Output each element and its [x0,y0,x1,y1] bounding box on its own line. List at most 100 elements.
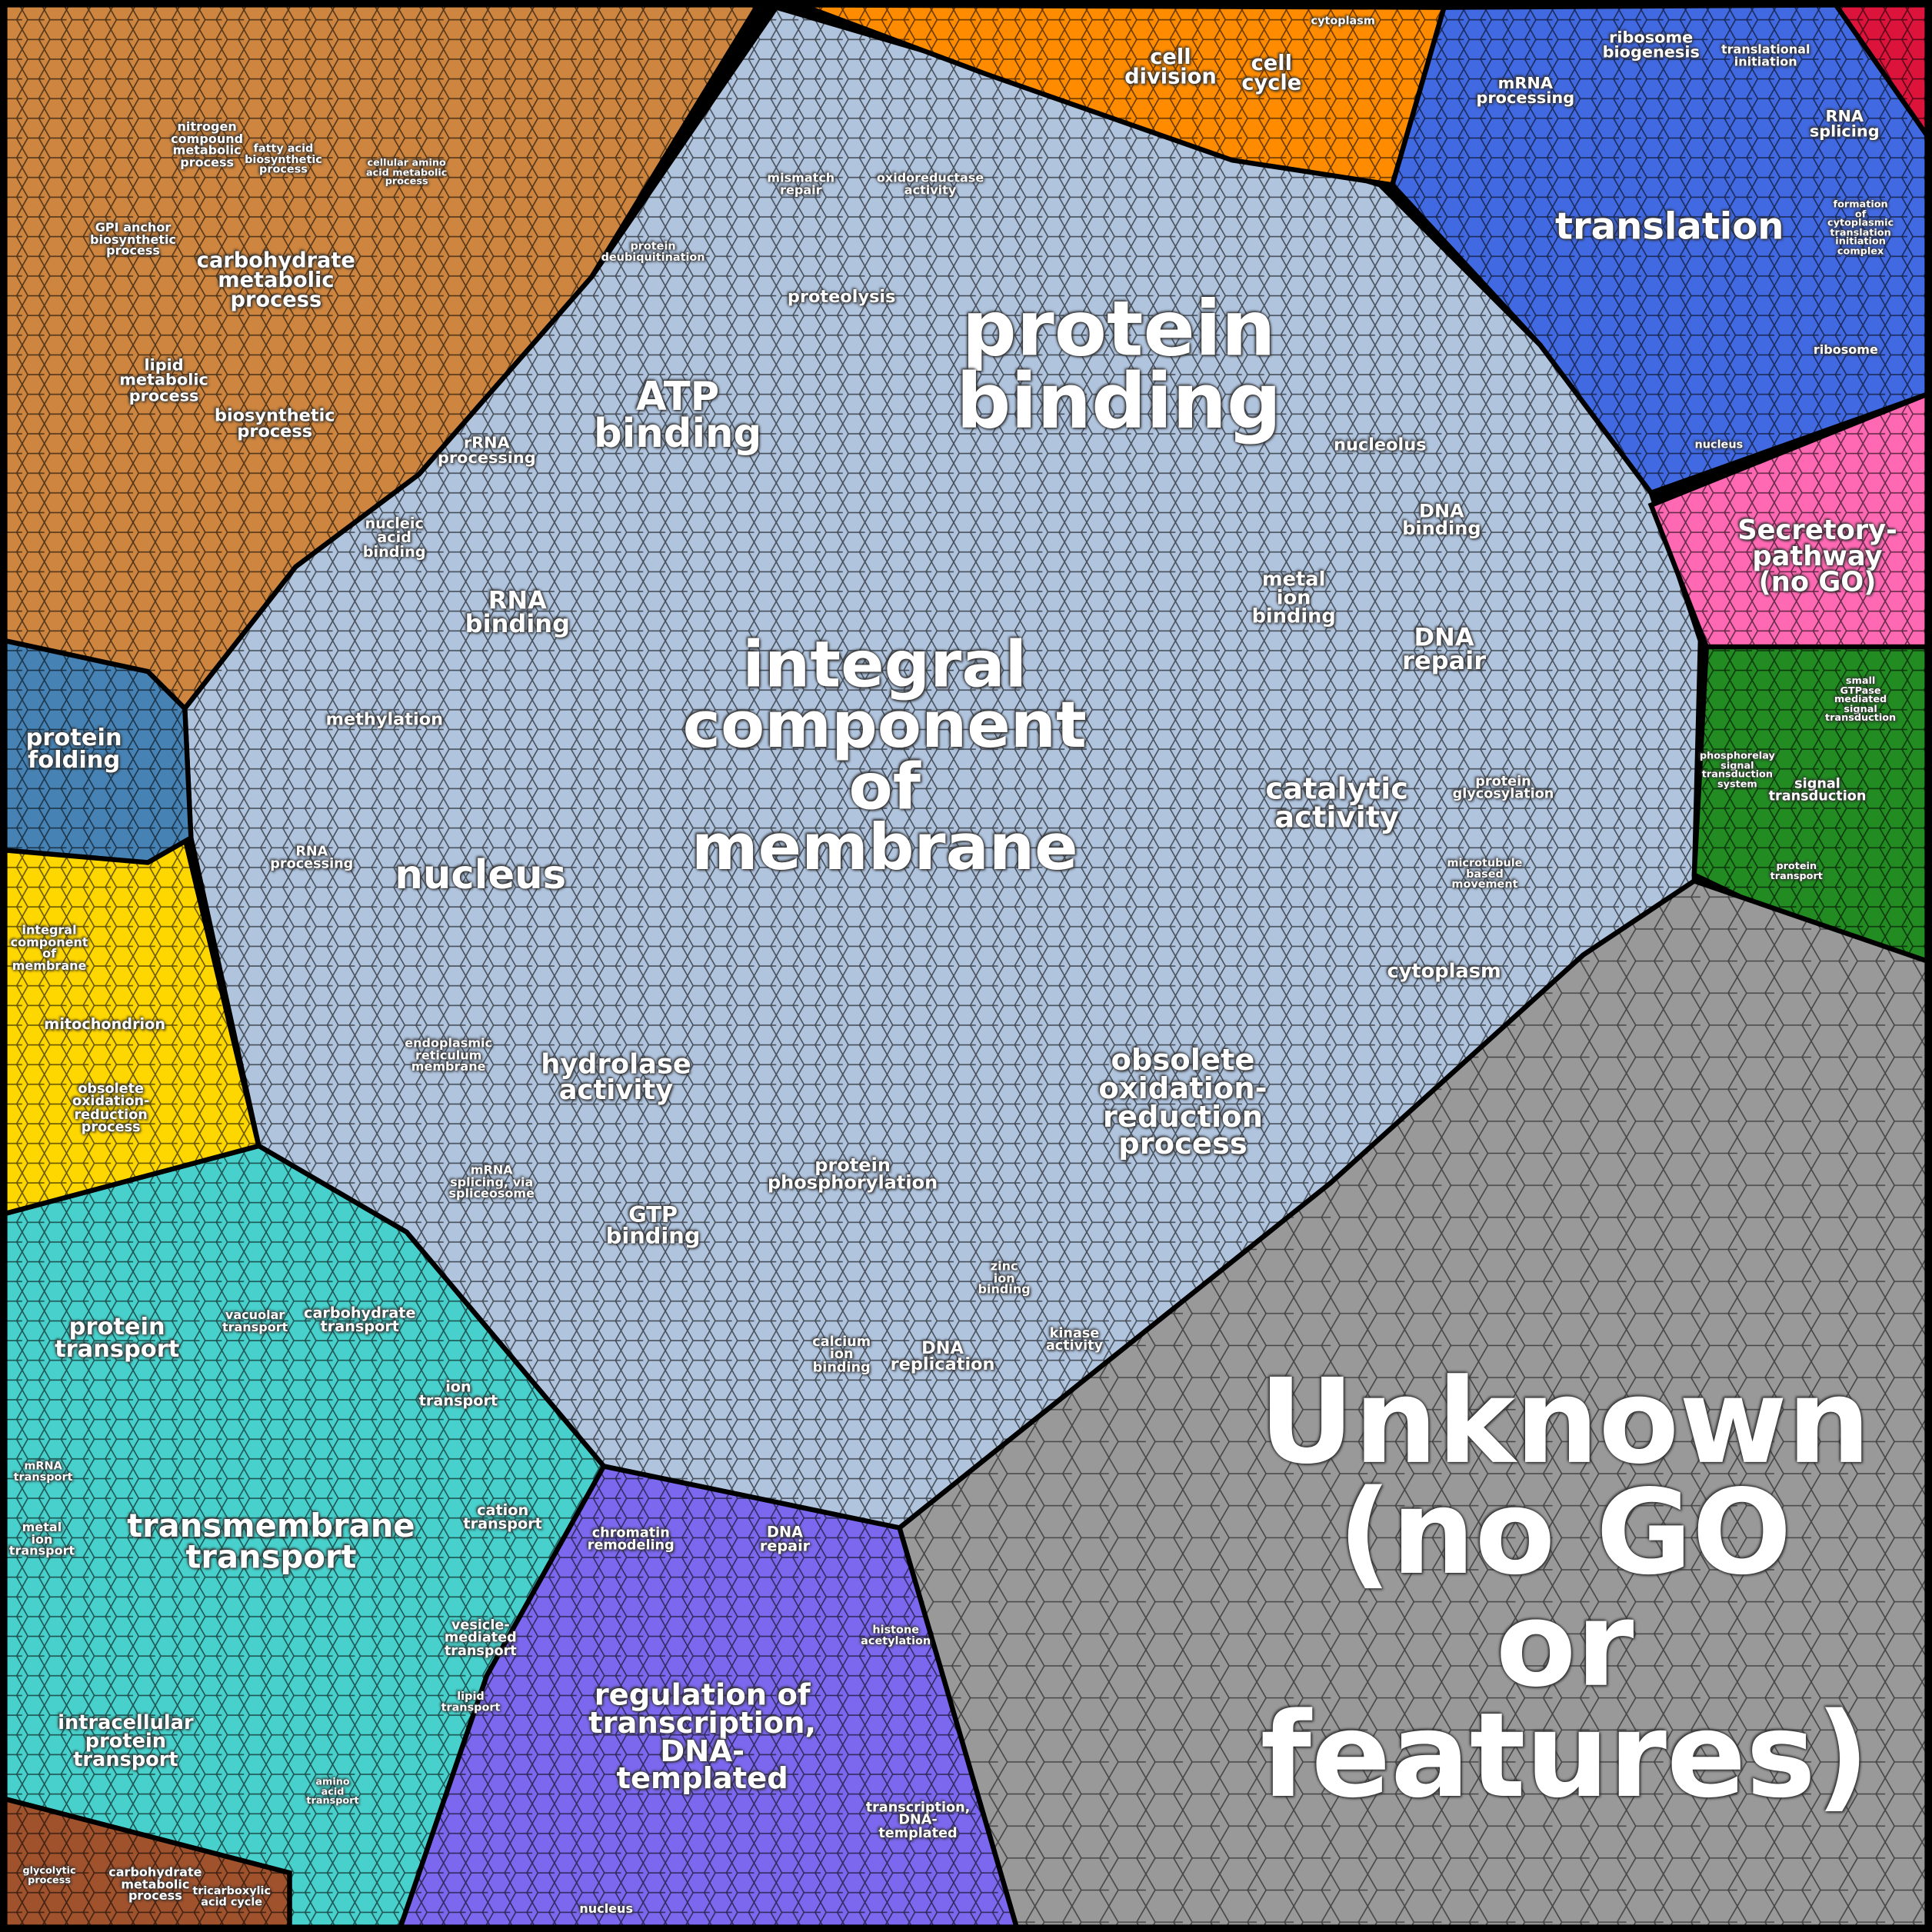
category-label: nitrogen compound metabolic process [171,120,244,170]
category-label: carbohydrate metabolic process [108,1866,202,1904]
region-protein-folding [2,638,194,865]
category-label: ATP binding [594,372,762,458]
cell-texture [801,5,1444,185]
region-energy-metabolism [2,1795,292,1930]
category-label: formation of cytoplasmic translation ini… [1827,198,1894,257]
category-label: metal ion transport [8,1521,75,1559]
category-label: cellular amino acid metabolic process [365,157,448,188]
category-label: lipid metabolic process [119,356,208,406]
category-label: integral component of membrane [682,628,1087,885]
category-label: small GTPase mediated signal transductio… [1824,675,1897,724]
region-transcription [397,1463,1020,1930]
category-label: cell division [1124,45,1217,90]
category-label: fatty acid biosynthetic process [245,143,322,177]
category-label: regulation of transcription, DNA- templa… [588,1677,817,1797]
category-label: translation [1554,205,1784,249]
category-label: RNA processing [270,843,354,873]
cell-texture [5,641,192,863]
category-label: kinase activity [1045,1325,1104,1354]
category-label: mRNA processing [1476,75,1575,108]
category-label: protein glycosylation [1452,773,1554,802]
category-label: mRNA transport [13,1461,73,1484]
category-label: glycolytic process [22,1864,76,1886]
category-label: protein folding [25,724,122,774]
cell-texture [1392,5,1927,493]
category-label: phosphorelay signal transduction system [1699,750,1775,790]
category-label: translational initiation [1720,43,1810,69]
category-label: protein transport [55,1313,180,1363]
category-label: cell cycle [1241,52,1302,96]
category-label: carbohydrate transport [304,1304,416,1336]
category-label: cytoplasm [1311,15,1375,28]
cell-texture [1694,647,1927,961]
category-label: tricarboxylic acid cycle [192,1885,271,1909]
category-label: ribosome [1813,344,1878,358]
category-label: Secretory- pathway (no GO) [1737,515,1897,598]
category-label: protein phosphorylation [767,1154,938,1194]
category-label: GPI anchor biosynthetic process [90,221,176,259]
category-label: integral component of membrane [10,924,88,973]
region-border [1830,2,1930,144]
category-label: carbohydrate metabolic process [196,248,355,314]
category-label: microtubule based movement [1447,858,1523,891]
category-label: histone acetylation [861,1624,931,1647]
category-label: cytoplasm [1387,959,1501,983]
category-label: DNA replication [890,1338,995,1375]
category-label: mismatch repair [767,172,835,198]
cell-texture [899,881,1927,1927]
cell-texture [5,1145,604,1927]
category-label: intracellular protein transport [58,1710,194,1772]
cell-texture [5,838,259,1214]
category-label: DNA repair [1402,622,1487,675]
category-label: DNA repair [759,1524,811,1555]
category-label: endoplasmic reticulum membrane [405,1037,493,1074]
cell-texture [5,1798,290,1927]
cell-texture [185,7,1700,1528]
region-cell-cycle [800,2,1447,188]
region-border [2,638,194,865]
category-label: obsolete oxidation- reduction process [1098,1042,1267,1162]
category-label: protein transport [1770,860,1823,881]
category-label: Unknown (no GO or features) [1259,1354,1871,1824]
category-label: vacuolar transport [222,1309,288,1335]
region-transport [2,1143,607,1930]
category-label: chromatin remodeling [587,1524,675,1554]
category-label: protein binding [956,283,1282,446]
category-label: methylation [325,710,444,730]
cell-texture [5,5,758,709]
category-label: biosynthetic process [214,406,335,443]
category-label: signal transduction [1768,775,1867,805]
region-mitochondrion [2,835,262,1217]
category-label: obsolete oxidation- reduction process [72,1081,150,1136]
category-label: protein deubiquitination [601,241,705,264]
category-label: nucleus [395,851,567,898]
region-border [800,2,1447,188]
region-red-region [1830,2,1930,144]
category-label: proteolysis [787,287,896,308]
category-label: nucleus [579,1902,634,1917]
category-label: ribosome biogenesis [1602,28,1700,63]
category-label: amino acid transport [306,1776,359,1807]
category-label: lipid transport [441,1690,501,1714]
category-label: GTP binding [605,1202,701,1250]
category-label: hydrolase activity [541,1050,691,1107]
category-label: zinc ion binding [978,1260,1031,1297]
category-label: metal ion binding [1251,567,1336,628]
category-label: ion transport [418,1378,498,1410]
category-label: calcium ion binding [812,1333,871,1376]
category-label: rRNA processing [437,434,536,468]
category-label: mRNA splicing, via spliceosome [448,1164,535,1201]
category-label: vesicle- mediated transport [444,1617,517,1659]
region-border [2,1795,292,1930]
category-label: transcription, DNA- templated [865,1799,971,1841]
category-label: mitochondrion [44,1015,166,1033]
cell-texture [1651,394,1927,648]
category-label: RNA splicing [1809,108,1880,142]
cell-texture [400,1466,1017,1927]
category-label: transmembrane transport [127,1508,415,1577]
category-label: cation transport [463,1501,542,1533]
category-label: oxidoreductase activity [876,172,984,198]
category-label: nucleus [1694,439,1744,452]
